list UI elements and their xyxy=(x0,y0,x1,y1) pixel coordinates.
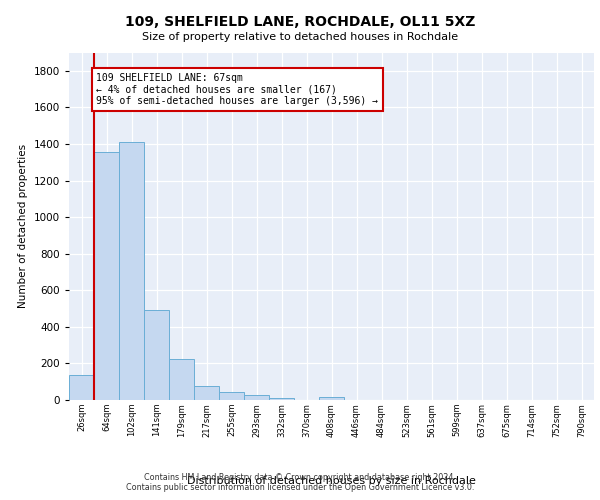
Bar xyxy=(244,395,269,400)
Text: 109 SHELFIELD LANE: 67sqm
← 4% of detached houses are smaller (167)
95% of semi-: 109 SHELFIELD LANE: 67sqm ← 4% of detach… xyxy=(97,72,379,106)
Bar xyxy=(219,392,244,400)
Bar xyxy=(144,310,169,400)
Text: Contains HM Land Registry data © Crown copyright and database right 2024.
Contai: Contains HM Land Registry data © Crown c… xyxy=(126,473,474,492)
Bar xyxy=(194,386,219,400)
Bar xyxy=(69,376,94,400)
Bar xyxy=(119,142,144,400)
Text: Size of property relative to detached houses in Rochdale: Size of property relative to detached ho… xyxy=(142,32,458,42)
Bar xyxy=(319,396,344,400)
X-axis label: Distribution of detached houses by size in Rochdale: Distribution of detached houses by size … xyxy=(187,476,476,486)
Bar xyxy=(269,398,294,400)
Text: 109, SHELFIELD LANE, ROCHDALE, OL11 5XZ: 109, SHELFIELD LANE, ROCHDALE, OL11 5XZ xyxy=(125,15,475,29)
Bar xyxy=(169,359,194,400)
Bar xyxy=(94,152,119,400)
Y-axis label: Number of detached properties: Number of detached properties xyxy=(18,144,28,308)
